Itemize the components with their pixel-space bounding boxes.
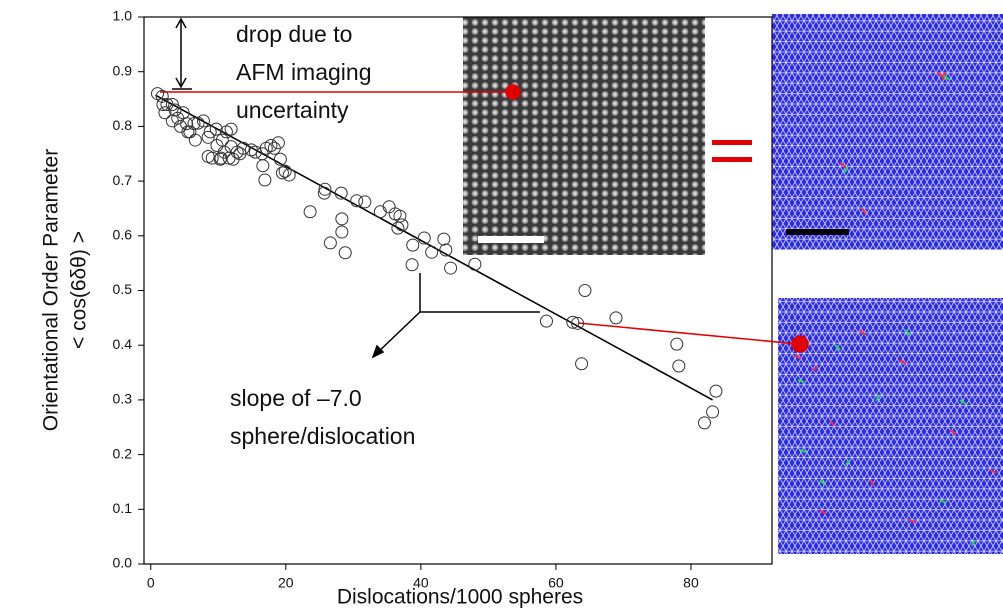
data-point: [539, 314, 553, 328]
data-point: [425, 245, 439, 259]
callout-lines: [160, 84, 809, 353]
data-point: [672, 359, 686, 373]
data-point: [264, 139, 278, 153]
data-point: [395, 218, 409, 232]
y-tick-label: 0.2: [113, 445, 133, 461]
data-point: [213, 152, 227, 166]
afm-image: [463, 17, 705, 255]
lattice-image: [772, 14, 1003, 250]
annotation-lines: [172, 17, 540, 359]
data-point: [566, 315, 580, 329]
data-point: [203, 125, 217, 139]
data-point: [196, 114, 210, 128]
lattice-image: [778, 298, 1003, 554]
data-point: [214, 151, 228, 165]
annotation: sphere/dislocation: [230, 423, 415, 449]
annotation: AFM imaging: [236, 59, 371, 85]
x-axis-label: Dislocations/1000 spheres: [337, 586, 583, 609]
y-tick-label: 1.0: [113, 8, 133, 24]
data-point: [224, 122, 238, 136]
x-tick-label: 0: [147, 575, 155, 591]
data-point: [382, 200, 396, 214]
equals-sign: [712, 140, 752, 145]
y-tick-label: 0.9: [113, 62, 133, 78]
y-tick-label: 0.7: [113, 172, 133, 188]
data-point: [406, 238, 420, 252]
data-point: [278, 164, 292, 178]
data-point: [282, 168, 296, 182]
data-point: [267, 141, 281, 155]
data-point: [468, 257, 482, 271]
equals-sign: [712, 157, 752, 162]
data-point: [158, 106, 172, 120]
x-tick-label: 80: [683, 575, 699, 591]
x-tick-label: 20: [278, 575, 294, 591]
data-point: [258, 173, 272, 187]
data-point: [317, 186, 331, 200]
data-point: [575, 357, 589, 371]
annotation: slope of –7.0: [230, 385, 362, 411]
y-tick-label: 0.1: [113, 500, 133, 516]
y-tick-label: 0.0: [113, 555, 133, 571]
data-point: [444, 261, 458, 275]
data-point: [273, 152, 287, 166]
data-point: [439, 243, 453, 257]
x-tick-label: 40: [413, 575, 429, 591]
data-point: [338, 246, 352, 260]
data-point: [187, 117, 201, 131]
data-point: [151, 87, 165, 101]
x-tick-label: 60: [548, 575, 564, 591]
y-tick-label: 0.3: [113, 391, 133, 407]
defects: [794, 71, 997, 547]
data-point: [323, 236, 337, 250]
data-point: [255, 147, 269, 161]
data-point: [155, 89, 169, 103]
y-tick-label: 0.8: [113, 117, 133, 133]
data-point: [210, 139, 224, 153]
data-point: [373, 205, 387, 219]
data-point: [256, 159, 270, 173]
data-point: [318, 182, 332, 196]
y-tick-label: 0.6: [113, 227, 133, 243]
data-point: [334, 186, 348, 200]
data-point: [393, 209, 407, 223]
data-point: [275, 166, 289, 180]
data-point: [271, 136, 285, 150]
scale-bar: [478, 236, 544, 243]
data-point: [335, 212, 349, 226]
data-point: [303, 205, 317, 219]
data-point: [358, 195, 372, 209]
data-point: [609, 311, 623, 325]
annotation: uncertainty: [236, 97, 349, 123]
data-point: [335, 225, 349, 239]
data-point: [571, 316, 585, 330]
y-tick-label: 0.4: [113, 336, 133, 352]
data-point: [236, 141, 250, 155]
data-point: [670, 337, 684, 351]
data-point: [205, 151, 219, 165]
y-axis-label: Orientational Order Parameter: [40, 149, 63, 431]
data-point: [578, 284, 592, 297]
data-point: [156, 98, 170, 112]
data-point: [191, 116, 205, 130]
scale-bar: [786, 229, 849, 235]
data-point: [209, 122, 223, 136]
data-point: [437, 232, 451, 246]
data-point: [405, 258, 419, 272]
data-point: [188, 133, 202, 147]
y-axis-label: < cos(6δθ) >: [68, 231, 91, 349]
data-point: [697, 416, 711, 430]
y-tick-label: 0.5: [113, 281, 133, 297]
annotation: drop due to: [236, 21, 352, 47]
data-point: [706, 405, 720, 419]
data-point: [391, 221, 405, 235]
data-point: [201, 130, 215, 144]
data-point: [709, 384, 723, 398]
data-point: [350, 194, 364, 208]
data-point: [417, 231, 431, 245]
